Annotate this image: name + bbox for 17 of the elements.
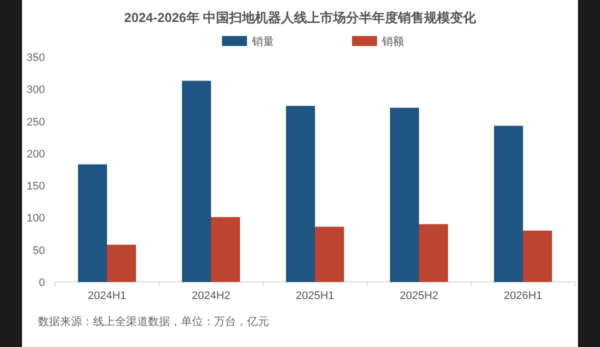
x-tick-label: 2025H1 [296,290,334,302]
x-tick-label: 2024H1 [88,290,126,302]
x-tick-label: 2025H2 [400,290,438,302]
y-tick-label: 250 [26,116,45,128]
y-tick-label: 300 [26,84,45,96]
legend-label: 销量 [251,36,274,48]
y-tick-label: 50 [32,244,45,257]
chart-title: 2024-2026年 中国扫地机器人线上市场分半年度销售规模变化 [124,10,477,25]
x-tick-label: 2024H2 [192,290,230,302]
x-tick-label: 2026H1 [504,290,542,302]
y-tick-label: 0 [38,277,45,289]
y-tick-label: 100 [26,212,45,225]
y-tick-label: 150 [26,180,45,193]
source-note: 数据来源：线上全渠道数据，单位：万台，亿元 [38,315,269,328]
legend-label: 销额 [381,35,404,48]
y-tick-label: 200 [26,148,45,160]
y-tick-label: 350 [26,52,45,64]
